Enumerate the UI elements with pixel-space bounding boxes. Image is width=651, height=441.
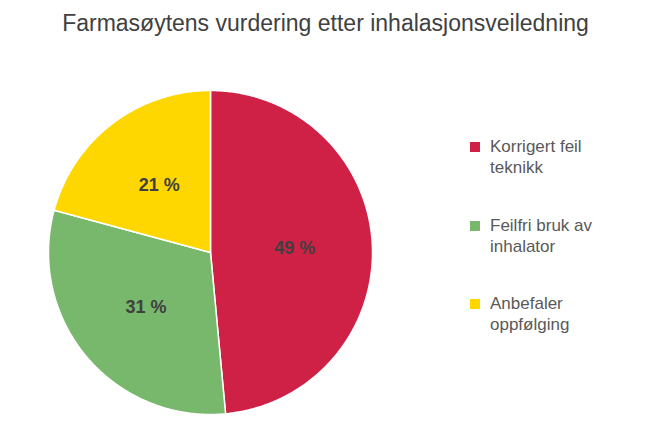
svg-text:31 %: 31 % xyxy=(126,297,167,317)
html-text:Farmasøytens vurdering etter i: Farmasøytens vurdering etter inhalasjons… xyxy=(62,10,589,36)
svg-text:49 %: 49 % xyxy=(274,238,315,258)
html-text:Korrigert feil teknikk: Korrigert feil teknikk xyxy=(490,137,582,178)
html-text:Anbefaler oppfølging: Anbefaler oppfølging xyxy=(490,294,570,335)
svg-text:21 %: 21 % xyxy=(139,175,180,195)
html-text:Feilfri bruk av inhalator: Feilfri bruk av inhalator xyxy=(490,215,592,256)
